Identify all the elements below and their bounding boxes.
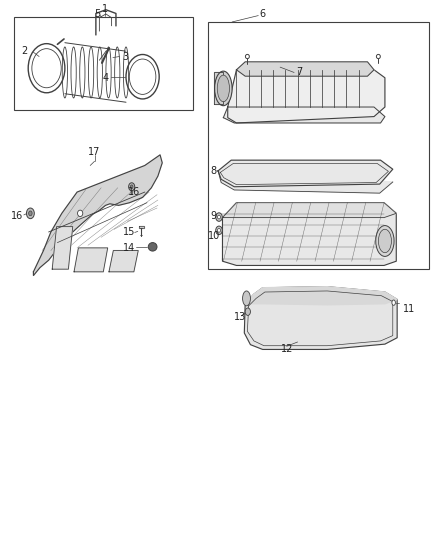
Text: 15: 15 xyxy=(124,227,136,237)
Text: 10: 10 xyxy=(208,231,220,241)
Polygon shape xyxy=(139,226,144,228)
Text: 12: 12 xyxy=(280,344,293,354)
Polygon shape xyxy=(109,251,138,272)
Ellipse shape xyxy=(217,75,230,102)
Text: 17: 17 xyxy=(88,147,101,157)
Polygon shape xyxy=(214,72,223,104)
Polygon shape xyxy=(33,155,162,276)
Ellipse shape xyxy=(245,54,249,59)
Ellipse shape xyxy=(245,308,251,316)
Ellipse shape xyxy=(78,210,83,216)
Ellipse shape xyxy=(376,225,394,256)
Text: 11: 11 xyxy=(403,304,415,314)
Polygon shape xyxy=(74,248,108,272)
Text: 6: 6 xyxy=(260,9,266,19)
Ellipse shape xyxy=(218,215,220,219)
Text: 5: 5 xyxy=(95,9,101,19)
Text: 16: 16 xyxy=(11,211,23,221)
Ellipse shape xyxy=(215,71,232,106)
Ellipse shape xyxy=(131,185,133,189)
Ellipse shape xyxy=(378,229,392,253)
Polygon shape xyxy=(244,287,397,350)
Ellipse shape xyxy=(218,229,220,232)
Bar xyxy=(14,17,193,110)
Bar xyxy=(208,22,428,269)
Ellipse shape xyxy=(243,291,251,306)
Polygon shape xyxy=(244,287,397,305)
Text: 9: 9 xyxy=(211,211,217,221)
Polygon shape xyxy=(52,227,73,269)
Ellipse shape xyxy=(216,226,222,235)
Polygon shape xyxy=(223,203,396,265)
Text: 4: 4 xyxy=(102,73,109,83)
Text: 13: 13 xyxy=(234,312,246,322)
Polygon shape xyxy=(218,160,393,187)
Polygon shape xyxy=(223,203,396,217)
Text: 14: 14 xyxy=(124,243,136,253)
Ellipse shape xyxy=(26,208,34,219)
Ellipse shape xyxy=(392,300,396,305)
Ellipse shape xyxy=(148,243,157,251)
Text: 8: 8 xyxy=(211,166,217,176)
Ellipse shape xyxy=(28,211,32,216)
Ellipse shape xyxy=(216,213,222,221)
Text: 3: 3 xyxy=(122,52,128,61)
Text: 16: 16 xyxy=(128,187,140,197)
Text: 2: 2 xyxy=(21,46,28,56)
Polygon shape xyxy=(218,160,393,193)
Polygon shape xyxy=(223,107,385,123)
Text: 7: 7 xyxy=(297,68,303,77)
Ellipse shape xyxy=(129,183,135,191)
Polygon shape xyxy=(228,70,385,123)
Ellipse shape xyxy=(376,54,380,59)
Polygon shape xyxy=(237,62,374,76)
Text: 1: 1 xyxy=(102,4,109,14)
